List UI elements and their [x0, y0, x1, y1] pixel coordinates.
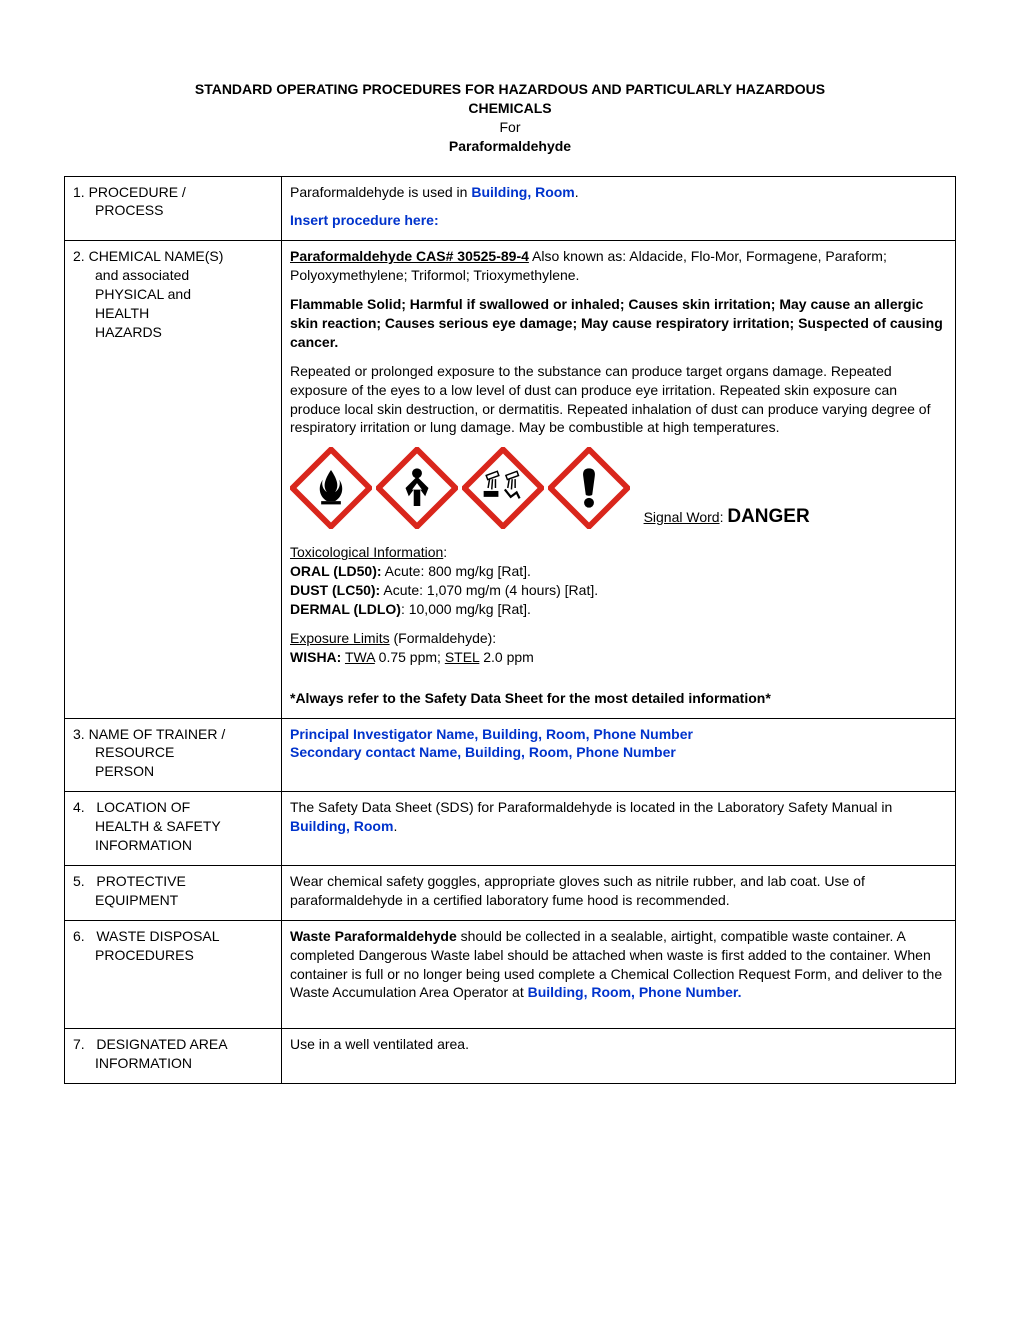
row-ppe: 5. PROTECTIVE EQUIPMENT Wear chemical sa… [65, 865, 956, 920]
label-1a: PROCEDURE / [89, 184, 186, 200]
title-line-1: STANDARD OPERATING PROCEDURES FOR HAZARD… [64, 80, 956, 99]
num-4: 4. [73, 799, 85, 815]
num-2: 2. [73, 248, 85, 264]
label-4c: INFORMATION [73, 836, 273, 855]
title-for: For [64, 118, 956, 137]
signal-label: Signal Word [644, 509, 720, 525]
document-header: STANDARD OPERATING PROCEDURES FOR HAZARD… [64, 80, 956, 156]
proc-sentence: Paraformaldehyde is used in Building, Ro… [290, 183, 947, 202]
label-2c: PHYSICAL and [73, 285, 273, 304]
twa-val: 0.75 ppm; [375, 649, 445, 665]
cell-content-7: Use in a well ventilated area. [282, 1029, 956, 1084]
cell-content-6: Waste Paraformaldehyde should be collect… [282, 920, 956, 1029]
label-3b: RESOURCE [73, 743, 273, 762]
sop-table: 1. PROCEDURE / PROCESS Paraformaldehyde … [64, 176, 956, 1085]
exp-sub: (Formaldehyde): [390, 630, 497, 646]
label-1b: PROCESS [73, 201, 273, 220]
proc-text-c: . [575, 184, 579, 200]
cell-label-3: 3. NAME OF TRAINER / RESOURCE PERSON [65, 718, 282, 792]
dust-key: DUST (LC50): [290, 582, 380, 598]
sds-note: *Always refer to the Safety Data Sheet f… [290, 689, 947, 708]
chronic-effects: Repeated or prolonged exposure to the su… [290, 362, 947, 438]
loc-text-a: The Safety Data Sheet (SDS) for Paraform… [290, 799, 892, 815]
cas-line: Paraformaldehyde CAS# 30525-89-4 Also kn… [290, 247, 947, 285]
oral-key: ORAL (LD50): [290, 563, 382, 579]
proc-text-a: Paraformaldehyde is used in [290, 184, 471, 200]
cell-label-7: 7. DESIGNATED AREA INFORMATION [65, 1029, 282, 1084]
dermal-val: : 10,000 mg/kg [Rat]. [401, 601, 531, 617]
ppe-text: Wear chemical safety goggles, appropriat… [290, 873, 865, 908]
cell-content-4: The Safety Data Sheet (SDS) for Paraform… [282, 792, 956, 866]
row-area: 7. DESIGNATED AREA INFORMATION Use in a … [65, 1029, 956, 1084]
pi-placeholder: Principal Investigator Name, Building, R… [290, 725, 947, 744]
wisha-key: WISHA: [290, 649, 341, 665]
label-5a: PROTECTIVE [96, 873, 185, 889]
oral-val: Acute: 800 mg/kg [Rat]. [382, 563, 531, 579]
exposure-block: Exposure Limits (Formaldehyde): WISHA: T… [290, 629, 947, 667]
stel-val: 2.0 ppm [479, 649, 533, 665]
proc-placeholder: Building, Room [471, 184, 574, 200]
title-chemical: Paraformaldehyde [64, 137, 956, 156]
dermal-key: DERMAL (LDLO) [290, 601, 401, 617]
num-7: 7. [73, 1036, 85, 1052]
signal-word-block: Signal Word: DANGER [644, 504, 810, 530]
loc-text-c: . [393, 818, 397, 834]
row-chemical: 2. CHEMICAL NAME(S) and associated PHYSI… [65, 241, 956, 718]
title-line-2: CHEMICALS [64, 99, 956, 118]
label-7a: DESIGNATED AREA [96, 1036, 227, 1052]
exp-heading: Exposure Limits [290, 630, 390, 646]
label-6a: WASTE DISPOSAL [96, 928, 219, 944]
label-2a: CHEMICAL NAME(S) [89, 248, 224, 264]
cell-label-5: 5. PROTECTIVE EQUIPMENT [65, 865, 282, 920]
twa-label: TWA [345, 649, 375, 665]
cell-content-5: Wear chemical safety goggles, appropriat… [282, 865, 956, 920]
row-waste: 6. WASTE DISPOSAL PROCEDURES Waste Paraf… [65, 920, 956, 1029]
corrosion-icon [462, 447, 544, 529]
label-5b: EQUIPMENT [73, 891, 273, 910]
health-hazard-icon [376, 447, 458, 529]
label-3c: PERSON [73, 762, 273, 781]
page: STANDARD OPERATING PROCEDURES FOR HAZARD… [0, 0, 1020, 1320]
cell-label-1: 1. PROCEDURE / PROCESS [65, 176, 282, 241]
label-2e: HAZARDS [73, 323, 273, 342]
cell-content-2: Paraformaldehyde CAS# 30525-89-4 Also kn… [282, 241, 956, 718]
label-2b: and associated [73, 266, 273, 285]
exclamation-icon [548, 447, 630, 529]
waste-key: Waste Paraformaldehyde [290, 928, 457, 944]
area-text: Use in a well ventilated area. [290, 1036, 469, 1052]
pictogram-row: Signal Word: DANGER [290, 447, 947, 529]
label-7b: INFORMATION [73, 1054, 273, 1073]
cell-content-1: Paraformaldehyde is used in Building, Ro… [282, 176, 956, 241]
label-4b: HEALTH & SAFETY [73, 817, 273, 836]
flame-icon [290, 447, 372, 529]
cell-label-4: 4. LOCATION OF HEALTH & SAFETY INFORMATI… [65, 792, 282, 866]
secondary-placeholder: Secondary contact Name, Building, Room, … [290, 743, 947, 762]
stel-label: STEL [445, 649, 480, 665]
waste-placeholder: Building, Room, Phone Number. [528, 984, 742, 1000]
cell-label-2: 2. CHEMICAL NAME(S) and associated PHYSI… [65, 241, 282, 718]
num-6: 6. [73, 928, 85, 944]
cell-content-3: Principal Investigator Name, Building, R… [282, 718, 956, 792]
label-2d: HEALTH [73, 304, 273, 323]
label-6b: PROCEDURES [73, 946, 273, 965]
label-4a: LOCATION OF [96, 799, 190, 815]
cell-label-6: 6. WASTE DISPOSAL PROCEDURES [65, 920, 282, 1029]
tox-heading: Toxicological Information [290, 544, 443, 560]
num-5: 5. [73, 873, 85, 889]
loc-placeholder: Building, Room [290, 818, 393, 834]
signal-word: DANGER [727, 506, 809, 527]
cas: Paraformaldehyde CAS# 30525-89-4 [290, 248, 529, 264]
tox-block: Toxicological Information: ORAL (LD50): … [290, 543, 947, 619]
dust-val: Acute: 1,070 mg/m (4 hours) [Rat]. [380, 582, 598, 598]
row-trainer: 3. NAME OF TRAINER / RESOURCE PERSON Pri… [65, 718, 956, 792]
row-location: 4. LOCATION OF HEALTH & SAFETY INFORMATI… [65, 792, 956, 866]
hazard-statement: Flammable Solid; Harmful if swallowed or… [290, 295, 947, 352]
row-procedure: 1. PROCEDURE / PROCESS Paraformaldehyde … [65, 176, 956, 241]
num-3: 3. [73, 726, 85, 742]
proc-insert: Insert procedure here: [290, 212, 439, 228]
num-1: 1. [73, 184, 85, 200]
label-3a: NAME OF TRAINER / [89, 726, 226, 742]
